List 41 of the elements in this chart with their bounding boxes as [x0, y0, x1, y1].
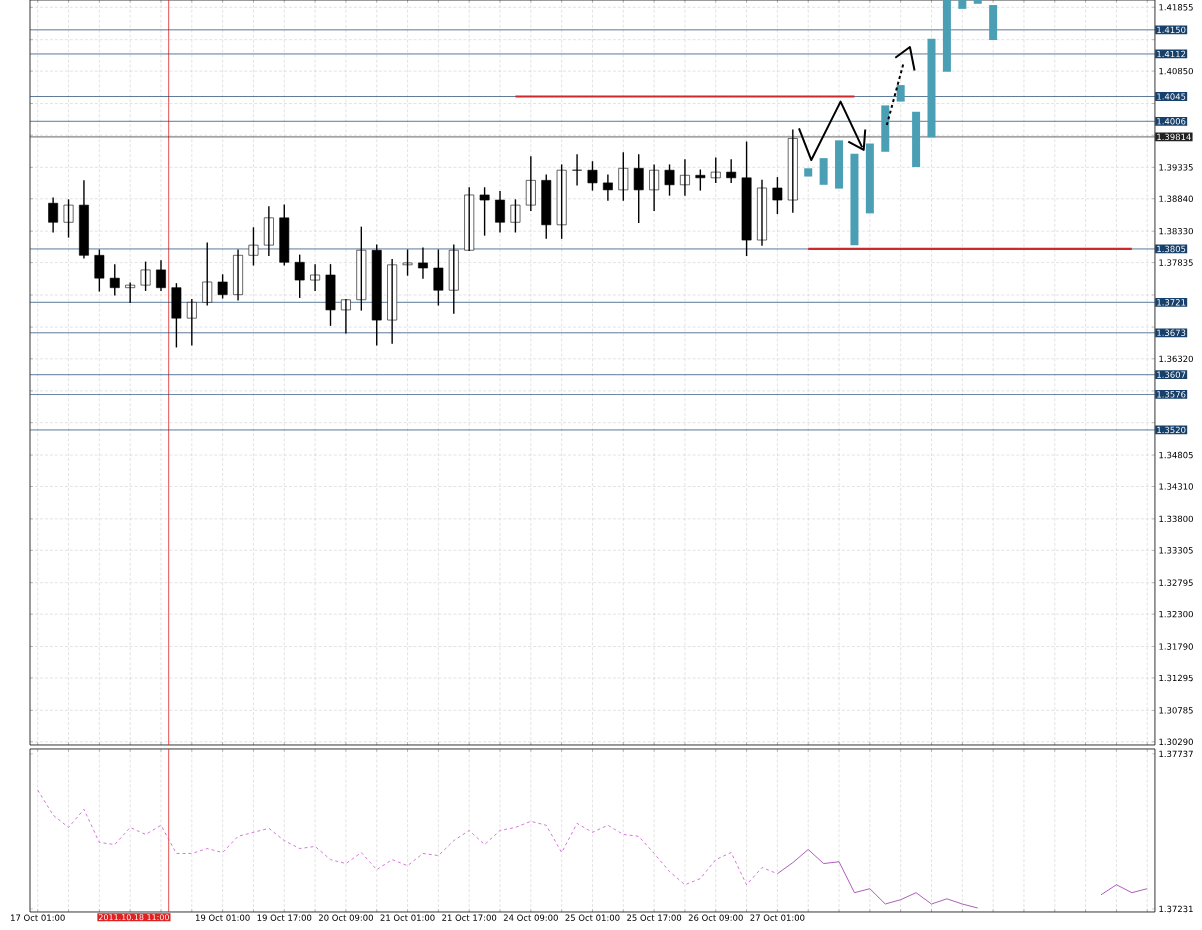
- y-tick-label: 1.38840: [1159, 195, 1193, 202]
- ref-line-label: 1.4150: [1157, 26, 1186, 34]
- ref-line-label: 1.3721: [1157, 299, 1186, 306]
- x-tick-label: 25 Oct 17:00: [627, 914, 682, 921]
- y-tick-label: 1.34805: [1159, 451, 1193, 459]
- ref-line-label: 1.3607: [1157, 371, 1186, 378]
- y-tick-label: 1.37737: [1159, 750, 1193, 758]
- y-tick-label: 1.36320: [1159, 355, 1193, 363]
- y-tick-label: 1.34310: [1159, 483, 1193, 490]
- ref-line-label: 1.4006: [1157, 118, 1186, 125]
- y-tick-label: 1.39335: [1159, 164, 1193, 171]
- ref-line-label: 1.4045: [1157, 93, 1186, 100]
- x-tick-label: 21 Oct 17:00: [442, 914, 497, 921]
- x-tick-label: 19 Oct 01:00: [195, 914, 250, 921]
- y-tick-label: 1.33305: [1159, 547, 1193, 554]
- ref-line-label: 1.3576: [1157, 391, 1186, 398]
- y-tick-label: 1.37231: [1159, 905, 1193, 913]
- ref-line-label: 1.3673: [1157, 329, 1186, 336]
- ref-line-label: 1.3520: [1157, 426, 1186, 434]
- x-tick-label: 24 Oct 09:00: [503, 914, 558, 921]
- y-tick-label: 1.31790: [1159, 643, 1193, 650]
- x-tick-label: 21 Oct 01:00: [380, 914, 435, 921]
- x-tick-label: 27 Oct 01:00: [750, 914, 805, 921]
- y-tick-label: 1.40850: [1159, 67, 1193, 75]
- y-tick-label: 1.30785: [1159, 707, 1193, 714]
- y-tick-label: 1.41855: [1159, 4, 1193, 11]
- y-tick-label: 1.32795: [1159, 579, 1193, 586]
- y-tick-label: 1.31295: [1159, 674, 1193, 682]
- x-tick-label: 19 Oct 17:00: [257, 914, 312, 921]
- y-tick-label: 1.32300: [1159, 610, 1193, 618]
- x-tick-label: 25 Oct 01:00: [565, 914, 620, 921]
- y-tick-label: 1.38330: [1159, 227, 1193, 235]
- y-tick-label: 1.37835: [1159, 259, 1193, 266]
- ref-line-label: 1.39814: [1157, 133, 1191, 141]
- y-tick-label: 1.33800: [1159, 515, 1193, 523]
- ref-line-label: 1.3805: [1157, 245, 1186, 253]
- x-tick-label: 17 Oct 01:00: [11, 914, 65, 921]
- x-tick-label: 20 Oct 09:00: [318, 914, 373, 921]
- y-tick-label: 1.30290: [1159, 738, 1193, 746]
- x-tick-label: 26 Oct 09:00: [688, 914, 743, 921]
- ref-line-label: 1.4112: [1157, 50, 1186, 58]
